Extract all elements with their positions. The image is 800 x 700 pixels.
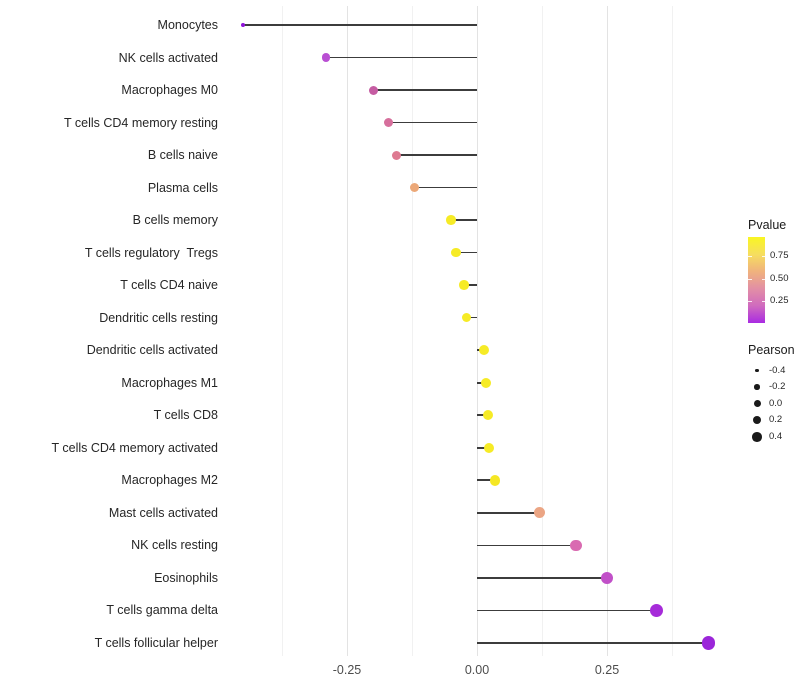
y-axis-label: T cells gamma delta (106, 603, 218, 618)
lollipop-stem (477, 512, 540, 514)
x-axis-tick-label: 0.00 (464, 663, 490, 677)
y-axis-label: T cells CD4 naive (120, 278, 218, 293)
data-point-dot (484, 442, 495, 453)
colorbar-tick-label: 0.50 (770, 272, 789, 284)
data-point-dot (533, 507, 545, 519)
data-point-dot (451, 247, 461, 258)
data-point-dot (391, 150, 401, 160)
colorbar-tick-label: 0.25 (770, 295, 789, 306)
data-point-dot (368, 85, 378, 95)
major-gridline (607, 6, 608, 656)
size-legend-label: -0.2 (769, 381, 786, 393)
lollipop-stem (451, 219, 477, 221)
colorbar-tick-label: 0.75 (770, 250, 789, 261)
lollipop-stem (466, 316, 477, 319)
y-axis-label: Plasma cells (147, 180, 218, 195)
data-point-dot (459, 280, 469, 290)
colorbar-tick (748, 256, 752, 257)
y-axis-label: Dendritic cells activated (86, 343, 218, 358)
colorbar-tick (761, 301, 765, 302)
lollipop-stem (464, 284, 477, 286)
minor-gridline (542, 6, 543, 656)
colorbar-tick (761, 278, 765, 280)
data-point-dot (701, 636, 716, 650)
data-point-dot (409, 182, 420, 193)
lollipop-stem (477, 577, 607, 579)
y-axis-label: T cells CD4 memory activated (51, 440, 219, 455)
minor-gridline (672, 6, 673, 656)
data-point-dot (241, 23, 245, 27)
y-axis-label: B cells naive (147, 148, 218, 163)
data-point-dot (478, 345, 489, 356)
lollipop-stem (477, 446, 490, 449)
lollipop-stem (373, 89, 477, 91)
size-legend-dot (754, 384, 760, 390)
data-point-dot (384, 118, 394, 128)
lollipop-stem (396, 154, 477, 156)
y-axis-label: T cells CD4 memory resting (64, 115, 218, 130)
minor-gridline (412, 6, 413, 656)
lollipop-stem (477, 609, 657, 612)
size-legend-dot (755, 368, 759, 373)
size-legend-label: 0.4 (769, 430, 783, 442)
x-axis-tick-label: -0.25 (332, 663, 362, 677)
major-gridline (347, 6, 348, 656)
y-axis-label: T cells regulatory Tregs (84, 245, 218, 260)
data-point-dot (321, 53, 331, 62)
lollipop-stem (388, 121, 477, 124)
data-point-dot (489, 475, 501, 486)
data-point-dot (570, 539, 582, 552)
lollipop-stem (456, 251, 477, 254)
size-legend-label: -0.4 (769, 364, 786, 376)
minor-gridline (282, 6, 283, 656)
x-axis-tick-label: 0.25 (594, 663, 620, 677)
colorbar-tick (748, 278, 752, 280)
y-axis-label: T cells CD8 (153, 408, 218, 423)
y-axis-label: Eosinophils (154, 570, 218, 585)
y-axis-label: Macrophages M1 (121, 375, 218, 390)
size-legend-dot (752, 432, 762, 442)
y-axis-label: NK cells resting (131, 538, 218, 553)
y-axis-label: T cells follicular helper (94, 635, 218, 650)
lollipop-stem (326, 56, 477, 59)
y-axis-label: Monocytes (157, 18, 218, 32)
lollipop-stem (477, 414, 488, 417)
y-axis-label: Macrophages M0 (121, 83, 218, 98)
lollipop-stem (414, 186, 477, 189)
data-point-dot (482, 410, 493, 421)
data-point-dot (649, 603, 663, 617)
data-point-dot (480, 377, 491, 388)
lollipop-stem (477, 544, 576, 547)
lollipop-stem (477, 479, 496, 482)
data-point-dot (461, 312, 472, 323)
lollipop-stem (477, 642, 709, 644)
y-axis-label: Dendritic cells resting (99, 310, 218, 325)
size-legend-label: 0.2 (769, 414, 783, 426)
data-point-dot (446, 215, 456, 225)
y-axis-label: Mast cells activated (108, 505, 218, 520)
pvalue-colorbar (748, 237, 765, 323)
data-point-dot (601, 571, 613, 584)
size-legend-dot (753, 400, 761, 408)
lollipop-stem (243, 24, 477, 26)
size-legend-dot (753, 416, 761, 425)
y-axis-label: Macrophages M2 (121, 473, 218, 488)
colorbar-tick (761, 256, 765, 257)
major-gridline (477, 6, 478, 656)
size-legend-label: 0.0 (769, 397, 783, 409)
pearson-legend-title: Pearson (748, 343, 795, 357)
y-axis-label: B cells memory (132, 213, 218, 228)
y-axis-label: NK cells activated (118, 50, 218, 65)
colorbar-tick (748, 301, 752, 302)
pvalue-legend-title: Pvalue (748, 218, 787, 232)
